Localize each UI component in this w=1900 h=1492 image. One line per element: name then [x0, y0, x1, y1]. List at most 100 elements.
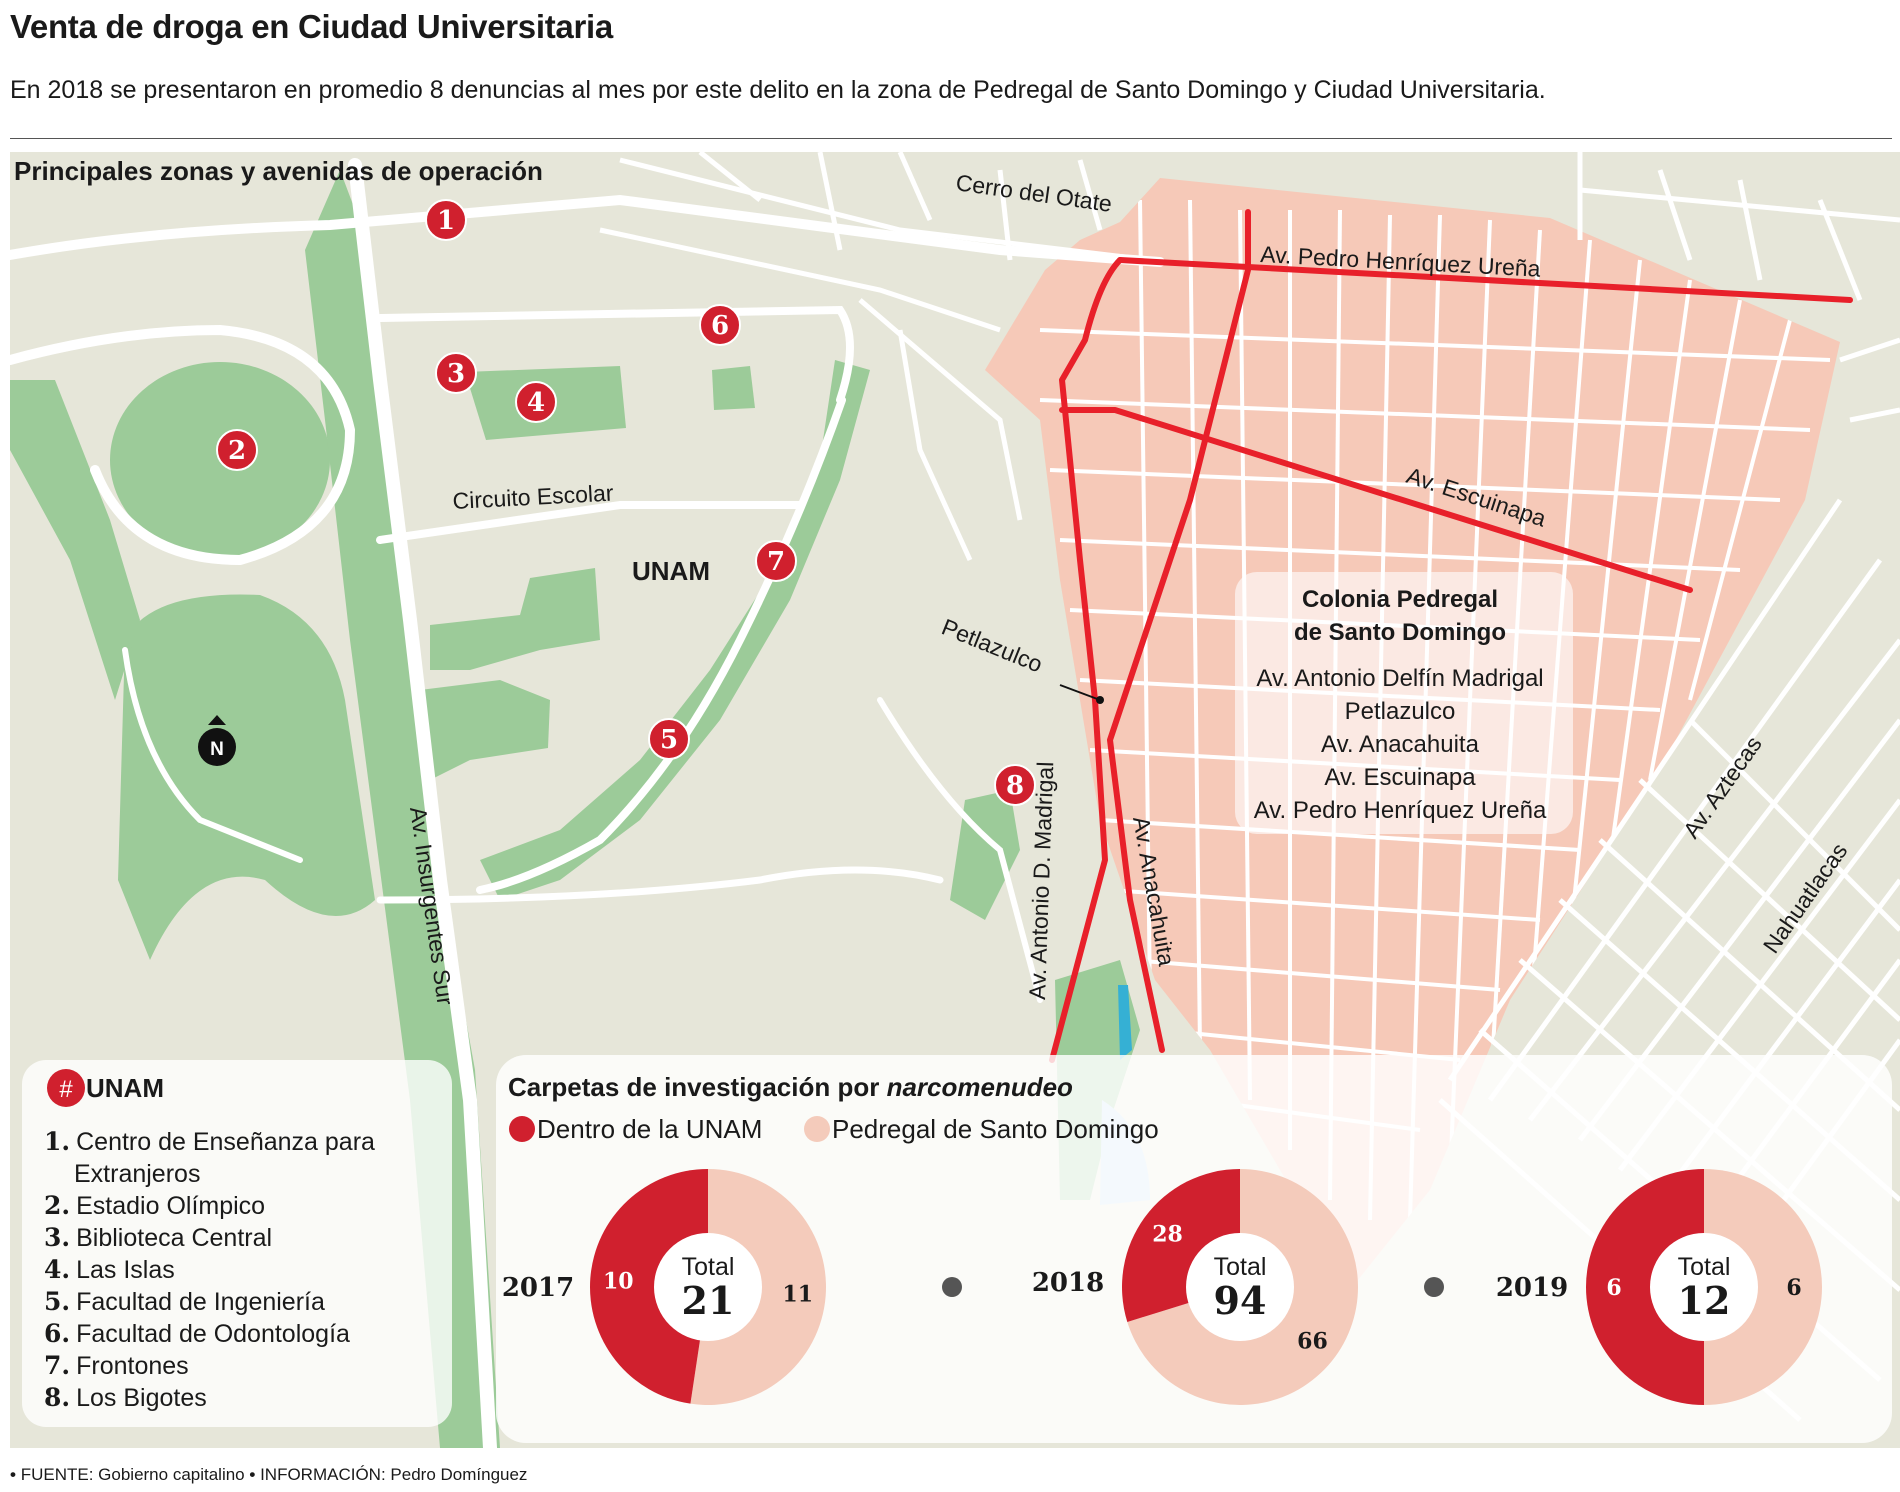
donut-2018-hole [1186, 1233, 1294, 1341]
legend-item-7: 7. Frontones [44, 1351, 189, 1380]
marker-8[interactable]: 8 [994, 764, 1036, 806]
legend-item-1-label: Centro de Enseñanza para [76, 1128, 375, 1156]
chart-title-italic: narcomenudeo [887, 1072, 1073, 1102]
campus-north-road [376, 305, 854, 404]
chart-title: Carpetas de investigación por narcomenud… [508, 1072, 1073, 1102]
petlazulco-leader [1059, 684, 1101, 701]
legend-item-7-label: Frontones [76, 1352, 189, 1380]
park-road [122, 647, 303, 863]
donut-2018-value-pedregal: 66 [1297, 1328, 1328, 1354]
unam-area-label: UNAM [632, 556, 710, 586]
legend-item-1-label2: Extranjeros [74, 1160, 200, 1188]
colonia-title-line2: de Santo Domingo [1294, 619, 1506, 646]
circuito-east-road [476, 396, 846, 894]
legend-item-2-label: Estadio Olímpico [76, 1192, 265, 1220]
parque-green [118, 594, 375, 960]
avenue-antonio-d-madrigal [1049, 257, 1123, 1063]
marker-5-label: 5 [660, 725, 678, 755]
donut-2019-year: 2019 [1496, 1273, 1568, 1303]
marker-3[interactable]: 3 [435, 352, 477, 394]
colonia-street-4: Av. Escuinapa [1324, 764, 1476, 791]
legend-item-6: 6. Facultad de Odontología [44, 1319, 350, 1348]
donut-2018-total-value: 94 [1214, 1278, 1267, 1323]
headline: Venta de droga en Ciudad Universitaria [10, 8, 613, 45]
donut-2019-slice-unam [1586, 1169, 1704, 1405]
stadium-ring-road [10, 324, 356, 566]
markers: 1 2 3 4 5 6 7 8 [216, 199, 1036, 806]
marker-4[interactable]: 4 [515, 381, 557, 423]
legend-marker-symbol: # [59, 1076, 73, 1103]
donut-2017-total-value: 21 [682, 1278, 735, 1323]
donut-2017-value-unam: 10 [603, 1268, 634, 1294]
legend-item-6-label: Facultad de Odontología [76, 1320, 350, 1348]
legend-item-4: 4. Las Islas [44, 1255, 175, 1284]
avenue-escuinapa [1059, 407, 1693, 593]
marker-7[interactable]: 7 [755, 540, 797, 582]
donut-2018-year: 2018 [1032, 1268, 1104, 1298]
legend-label-pedregal: Pedregal de Santo Domingo [832, 1114, 1159, 1144]
legend-item-8-num: 8. [44, 1383, 70, 1412]
marker-8-label: 8 [1006, 771, 1024, 801]
marker-1[interactable]: 1 [425, 199, 467, 241]
legend-item-5-label: Facultad de Ingeniería [76, 1288, 325, 1316]
water-channel [1118, 985, 1132, 1060]
donut-2017-hole [654, 1233, 762, 1341]
east-campus-road [877, 697, 1043, 1003]
colonia-street-2: Petlazulco [1345, 698, 1456, 725]
donut-2019-hole [1650, 1233, 1758, 1341]
main-roads [10, 158, 1165, 1448]
colonia-box: Colonia Pedregal de Santo Domingo Av. An… [1235, 572, 1573, 834]
legend-item-3-num: 3. [44, 1223, 70, 1252]
chart-panel: Carpetas de investigación por narcomenud… [496, 1055, 1892, 1443]
donut-2019-total-label: Total [1678, 1253, 1731, 1281]
north-label: N [210, 739, 224, 760]
legend-heading: UNAM [86, 1073, 164, 1103]
marker-2-label: 2 [228, 436, 246, 466]
legend-item-2: 2. Estadio Olímpico [44, 1191, 265, 1220]
marker-6[interactable]: 6 [699, 304, 741, 346]
donut-2017-value-pedregal: 11 [782, 1282, 813, 1308]
legend-item-3-label: Biblioteca Central [76, 1224, 272, 1252]
legend-item-1: 1. Centro de Enseñanza para [44, 1127, 375, 1156]
info-bullet: • [249, 1465, 256, 1484]
map-title: Principales zonas y avenidas de operació… [14, 156, 543, 186]
north-arrow-circle [198, 728, 236, 766]
marker-2[interactable]: 2 [216, 429, 258, 471]
marker-6-label: 6 [711, 311, 729, 341]
colonia-street-5: Av. Pedro Henríquez Ureña [1254, 797, 1547, 824]
north-perimeter-road [10, 194, 1165, 267]
petlazulco-dot [1096, 696, 1104, 704]
legend-item-3: 3. Biblioteca Central [44, 1223, 272, 1252]
odontologia-green [712, 366, 755, 410]
legend-item-4-num: 4. [44, 1255, 70, 1284]
legend-item-8: 8. Los Bigotes [44, 1383, 207, 1412]
campus-green-a [430, 568, 600, 670]
donut-2018-total-label: Total [1214, 1253, 1267, 1281]
source-label: FUENTE: [20, 1465, 94, 1484]
legend-swatch-pedregal [804, 1116, 830, 1142]
legend-swatch-unam [509, 1116, 535, 1142]
donut-2017-slice-unam [590, 1169, 708, 1404]
marker-7-label: 7 [767, 547, 785, 577]
source-bullet: • [10, 1465, 16, 1484]
legend-label-unam: Dentro de la UNAM [537, 1114, 762, 1144]
donut-2017-total-label: Total [682, 1253, 735, 1281]
legend-item-6-num: 6. [44, 1319, 70, 1348]
south-campus-road [376, 866, 944, 904]
marker-5[interactable]: 5 [648, 718, 690, 760]
colonia-title-line1: Colonia Pedregal [1302, 586, 1498, 613]
circuito-green [480, 360, 870, 900]
north-arrow: N [198, 715, 236, 766]
source-value: Gobierno capitalino [98, 1465, 245, 1484]
red-avenues [1049, 209, 1853, 1063]
legend-item-8-label: Los Bigotes [76, 1384, 207, 1412]
marker-4-label: 4 [527, 388, 545, 418]
avenue-anacahuita [1107, 209, 1251, 1053]
subtitle: En 2018 se presentaron en promedio 8 den… [10, 76, 1546, 104]
info-value: Pedro Domínguez [390, 1465, 528, 1484]
legend-panel: # UNAM 1. Centro de Enseñanza para Extran… [22, 1060, 452, 1427]
insurgentes-road [348, 158, 497, 1448]
legend-item-7-num: 7. [44, 1351, 70, 1380]
donut-2017-year: 2017 [502, 1273, 574, 1303]
